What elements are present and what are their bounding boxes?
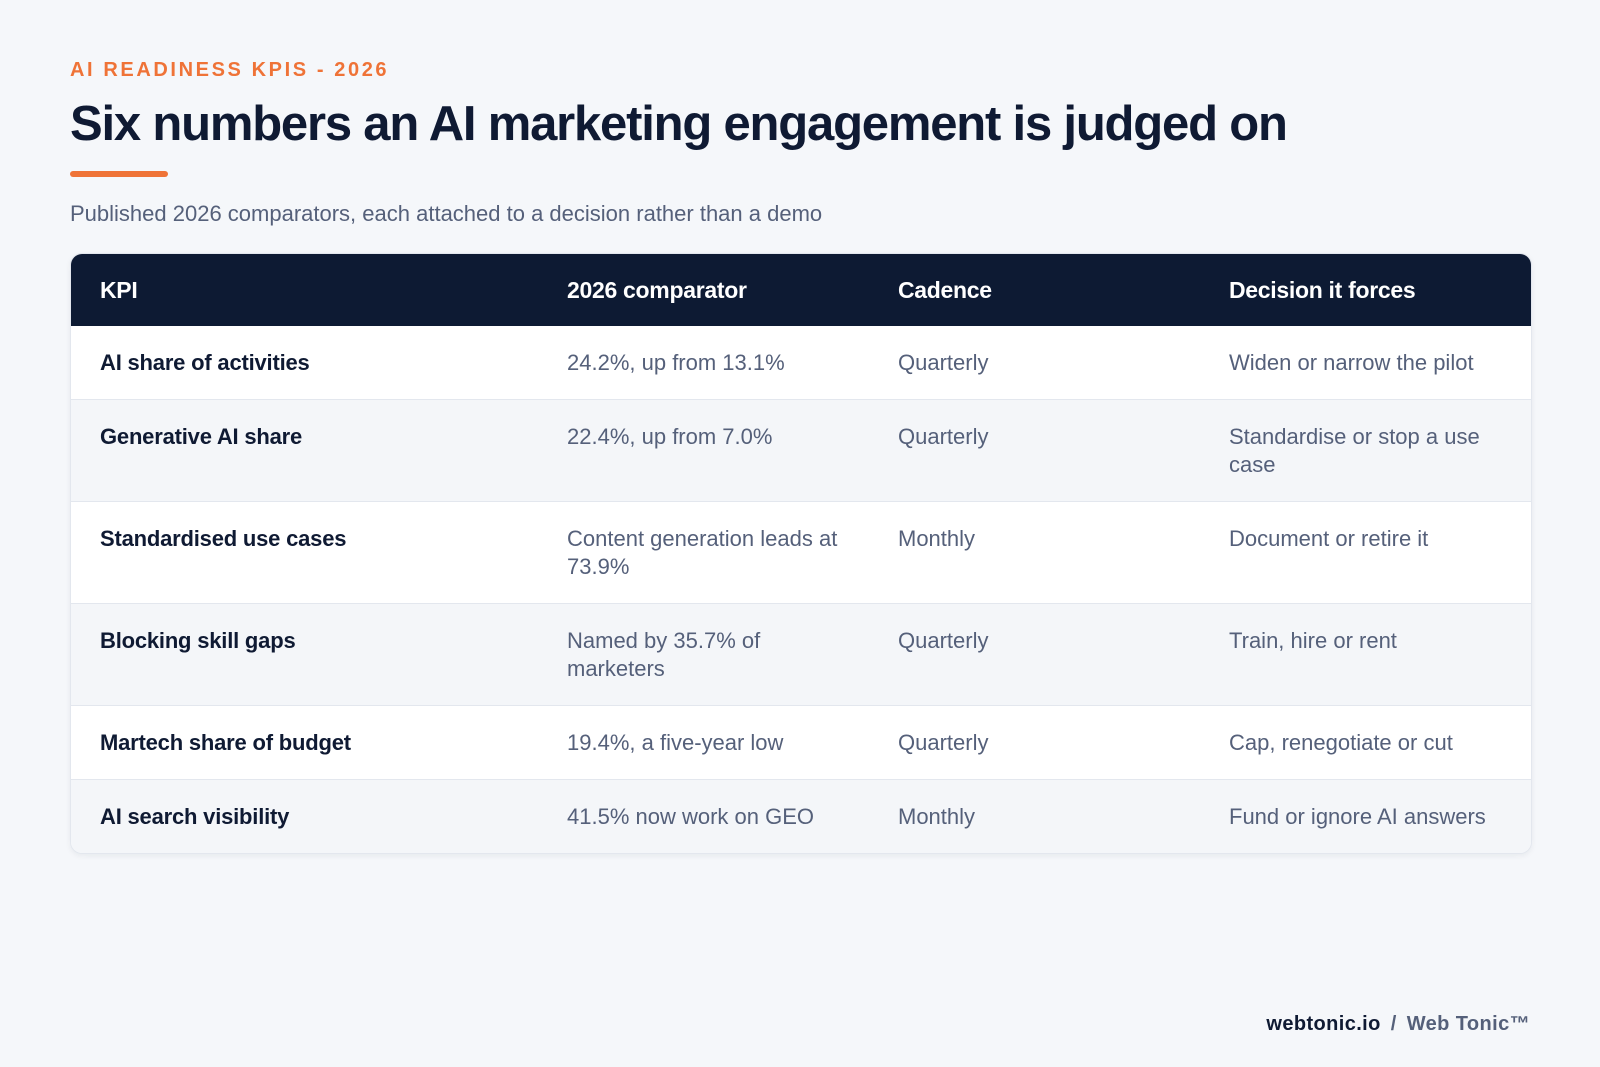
comparator-cell: Content generation leads at 73.9% xyxy=(567,526,838,579)
column-header-cadence: Cadence xyxy=(898,276,992,303)
kpi-cell: Standardised use cases xyxy=(100,526,347,551)
table-header-row: KPI 2026 comparator Cadence Decision it … xyxy=(71,254,1531,326)
comparator-cell: Named by 35.7% of marketers xyxy=(567,628,761,681)
comparator-cell: 24.2%, up from 13.1% xyxy=(567,350,785,375)
table-row: Blocking skill gaps Named by 35.7% of ma… xyxy=(71,603,1531,706)
column-header-decision: Decision it forces xyxy=(1229,276,1416,303)
table-row: Generative AI share 22.4%, up from 7.0% … xyxy=(71,399,1531,502)
footer-domain: webtonic.io xyxy=(1266,1013,1381,1035)
decision-cell: Widen or narrow the pilot xyxy=(1229,350,1474,375)
comparator-cell: 41.5% now work on GEO xyxy=(567,804,815,829)
kpi-cell: AI share of activities xyxy=(100,350,310,375)
cadence-cell: Quarterly xyxy=(898,628,989,653)
accent-divider xyxy=(70,171,168,177)
kpi-table: KPI 2026 comparator Cadence Decision it … xyxy=(71,254,1531,853)
column-header-kpi: KPI xyxy=(100,276,138,303)
cadence-cell: Monthly xyxy=(898,804,976,829)
table-row: Martech share of budget 19.4%, a five-ye… xyxy=(71,705,1531,780)
cadence-cell: Quarterly xyxy=(898,730,989,755)
cadence-cell: Quarterly xyxy=(898,350,989,375)
kpi-cell: Blocking skill gaps xyxy=(100,628,296,653)
kpi-cell: Martech share of budget xyxy=(100,730,351,755)
page-subtitle: Published 2026 comparators, each attache… xyxy=(70,201,823,226)
table-row: AI search visibility 41.5% now work on G… xyxy=(71,779,1531,853)
cadence-cell: Quarterly xyxy=(898,424,989,449)
cadence-cell: Monthly xyxy=(898,526,976,551)
decision-cell: Document or retire it xyxy=(1229,526,1429,551)
footer-separator: / xyxy=(1390,1013,1397,1035)
kpi-table-card: KPI 2026 comparator Cadence Decision it … xyxy=(70,253,1532,854)
decision-cell: Fund or ignore AI answers xyxy=(1229,804,1486,829)
table-row: AI share of activities 24.2%, up from 13… xyxy=(71,326,1531,400)
eyebrow-label: AI READINESS KPIS - 2026 xyxy=(70,59,390,81)
column-header-comparator: 2026 comparator xyxy=(567,276,747,303)
decision-cell: Cap, renegotiate or cut xyxy=(1229,730,1453,755)
page-content: AI READINESS KPIS - 2026 Six numbers an … xyxy=(70,56,1532,854)
page-title: Six numbers an AI marketing engagement i… xyxy=(70,97,1288,151)
decision-cell: Train, hire or rent xyxy=(1229,628,1397,653)
comparator-cell: 19.4%, a five-year low xyxy=(567,730,784,755)
kpi-cell: Generative AI share xyxy=(100,424,303,449)
kpi-cell: AI search visibility xyxy=(100,804,290,829)
decision-cell: Standardise or stop a use case xyxy=(1229,424,1480,477)
footer-credit: webtonic.io / Web Tonic™ xyxy=(1266,1010,1530,1038)
comparator-cell: 22.4%, up from 7.0% xyxy=(567,424,773,449)
footer-brand: Web Tonic™ xyxy=(1406,1013,1530,1035)
table-row: Standardised use cases Content generatio… xyxy=(71,501,1531,604)
